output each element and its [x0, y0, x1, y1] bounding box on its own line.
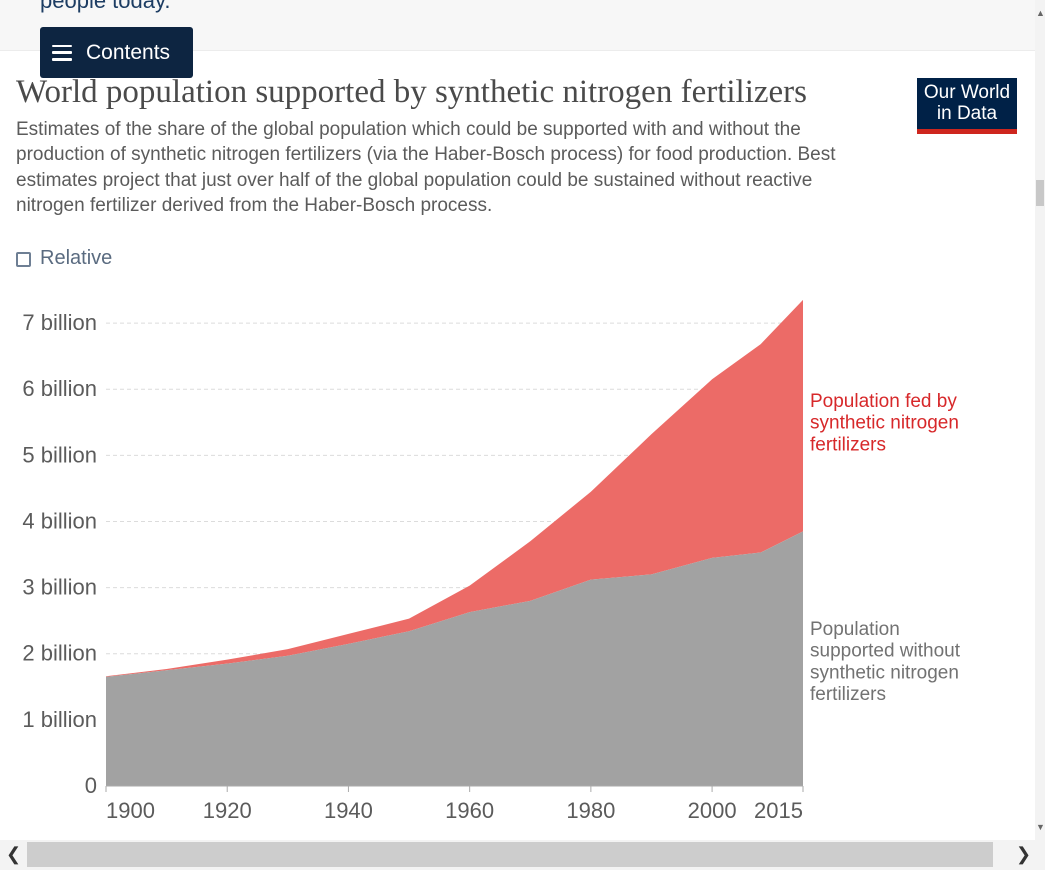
x-tick-label: 1960 [445, 798, 494, 823]
horizontal-scroll-thumb[interactable] [27, 842, 993, 867]
logo-line-2: in Data [936, 103, 998, 124]
chart-subtitle: Estimates of the share of the global pop… [16, 119, 836, 216]
y-tick-label: 3 billion [22, 575, 97, 600]
x-tick-label: 1920 [203, 798, 252, 823]
horizontal-scrollbar[interactable]: ❮ ❯ [0, 840, 1045, 870]
series-label-without-fertilizers: fertilizers [810, 684, 886, 705]
scroll-right-arrow-icon[interactable]: ❯ [1016, 844, 1032, 864]
y-tick-label: 1 billion [22, 707, 97, 732]
y-tick-label: 6 billion [22, 376, 97, 401]
previous-section-text: people today. [40, 0, 171, 13]
relative-label: Relative [40, 247, 113, 269]
area-chart: 0 1 billion 2 billion 3 billion 4 billion 5 b… [22, 299, 961, 823]
x-tick-label: 2000 [688, 798, 737, 823]
area-series-without-fertilizers [106, 531, 803, 786]
y-tick-label: 0 [85, 773, 97, 798]
y-tick-label: 4 billion [22, 508, 97, 533]
menu-icon [52, 44, 72, 61]
y-tick-label: 7 billion [22, 310, 97, 335]
area-series-fed-by-fertilizers [106, 299, 803, 677]
scroll-down-arrow-icon[interactable]: ▼ [1036, 822, 1045, 832]
scroll-left-arrow-icon[interactable]: ❮ [6, 844, 22, 864]
vertical-scroll-thumb[interactable] [1036, 180, 1044, 206]
x-tick-label: 1900 [106, 798, 155, 823]
x-tick-label: 1940 [324, 798, 373, 823]
scroll-up-arrow-icon[interactable]: ▲ [1036, 8, 1045, 18]
owid-logo[interactable]: Our World in Data [917, 78, 1017, 134]
chart-title: World population supported by synthetic … [16, 74, 808, 110]
series-label-without-fertilizers: supported without [810, 641, 961, 662]
logo-line-1: Our World [923, 82, 1011, 103]
series-label-fed-by-fertilizers: Population fed by [810, 391, 957, 412]
contents-button[interactable]: Contents [40, 27, 193, 78]
y-tick-label: 2 billion [22, 641, 97, 666]
vertical-scrollbar[interactable]: ▲ ▼ [1035, 0, 1045, 840]
series-label-fed-by-fertilizers: fertilizers [810, 434, 886, 455]
x-tick-label: 2015 [754, 798, 803, 823]
contents-button-label: Contents [86, 40, 171, 64]
y-tick-label: 5 billion [22, 442, 97, 467]
series-label-without-fertilizers: Population [810, 619, 900, 640]
relative-toggle[interactable]: Relative [16, 247, 112, 270]
relative-checkbox[interactable] [16, 252, 31, 267]
series-label-fed-by-fertilizers: synthetic nitrogen [810, 413, 959, 434]
x-tick-label: 1980 [566, 798, 615, 823]
series-label-without-fertilizers: synthetic nitrogen [810, 662, 959, 683]
